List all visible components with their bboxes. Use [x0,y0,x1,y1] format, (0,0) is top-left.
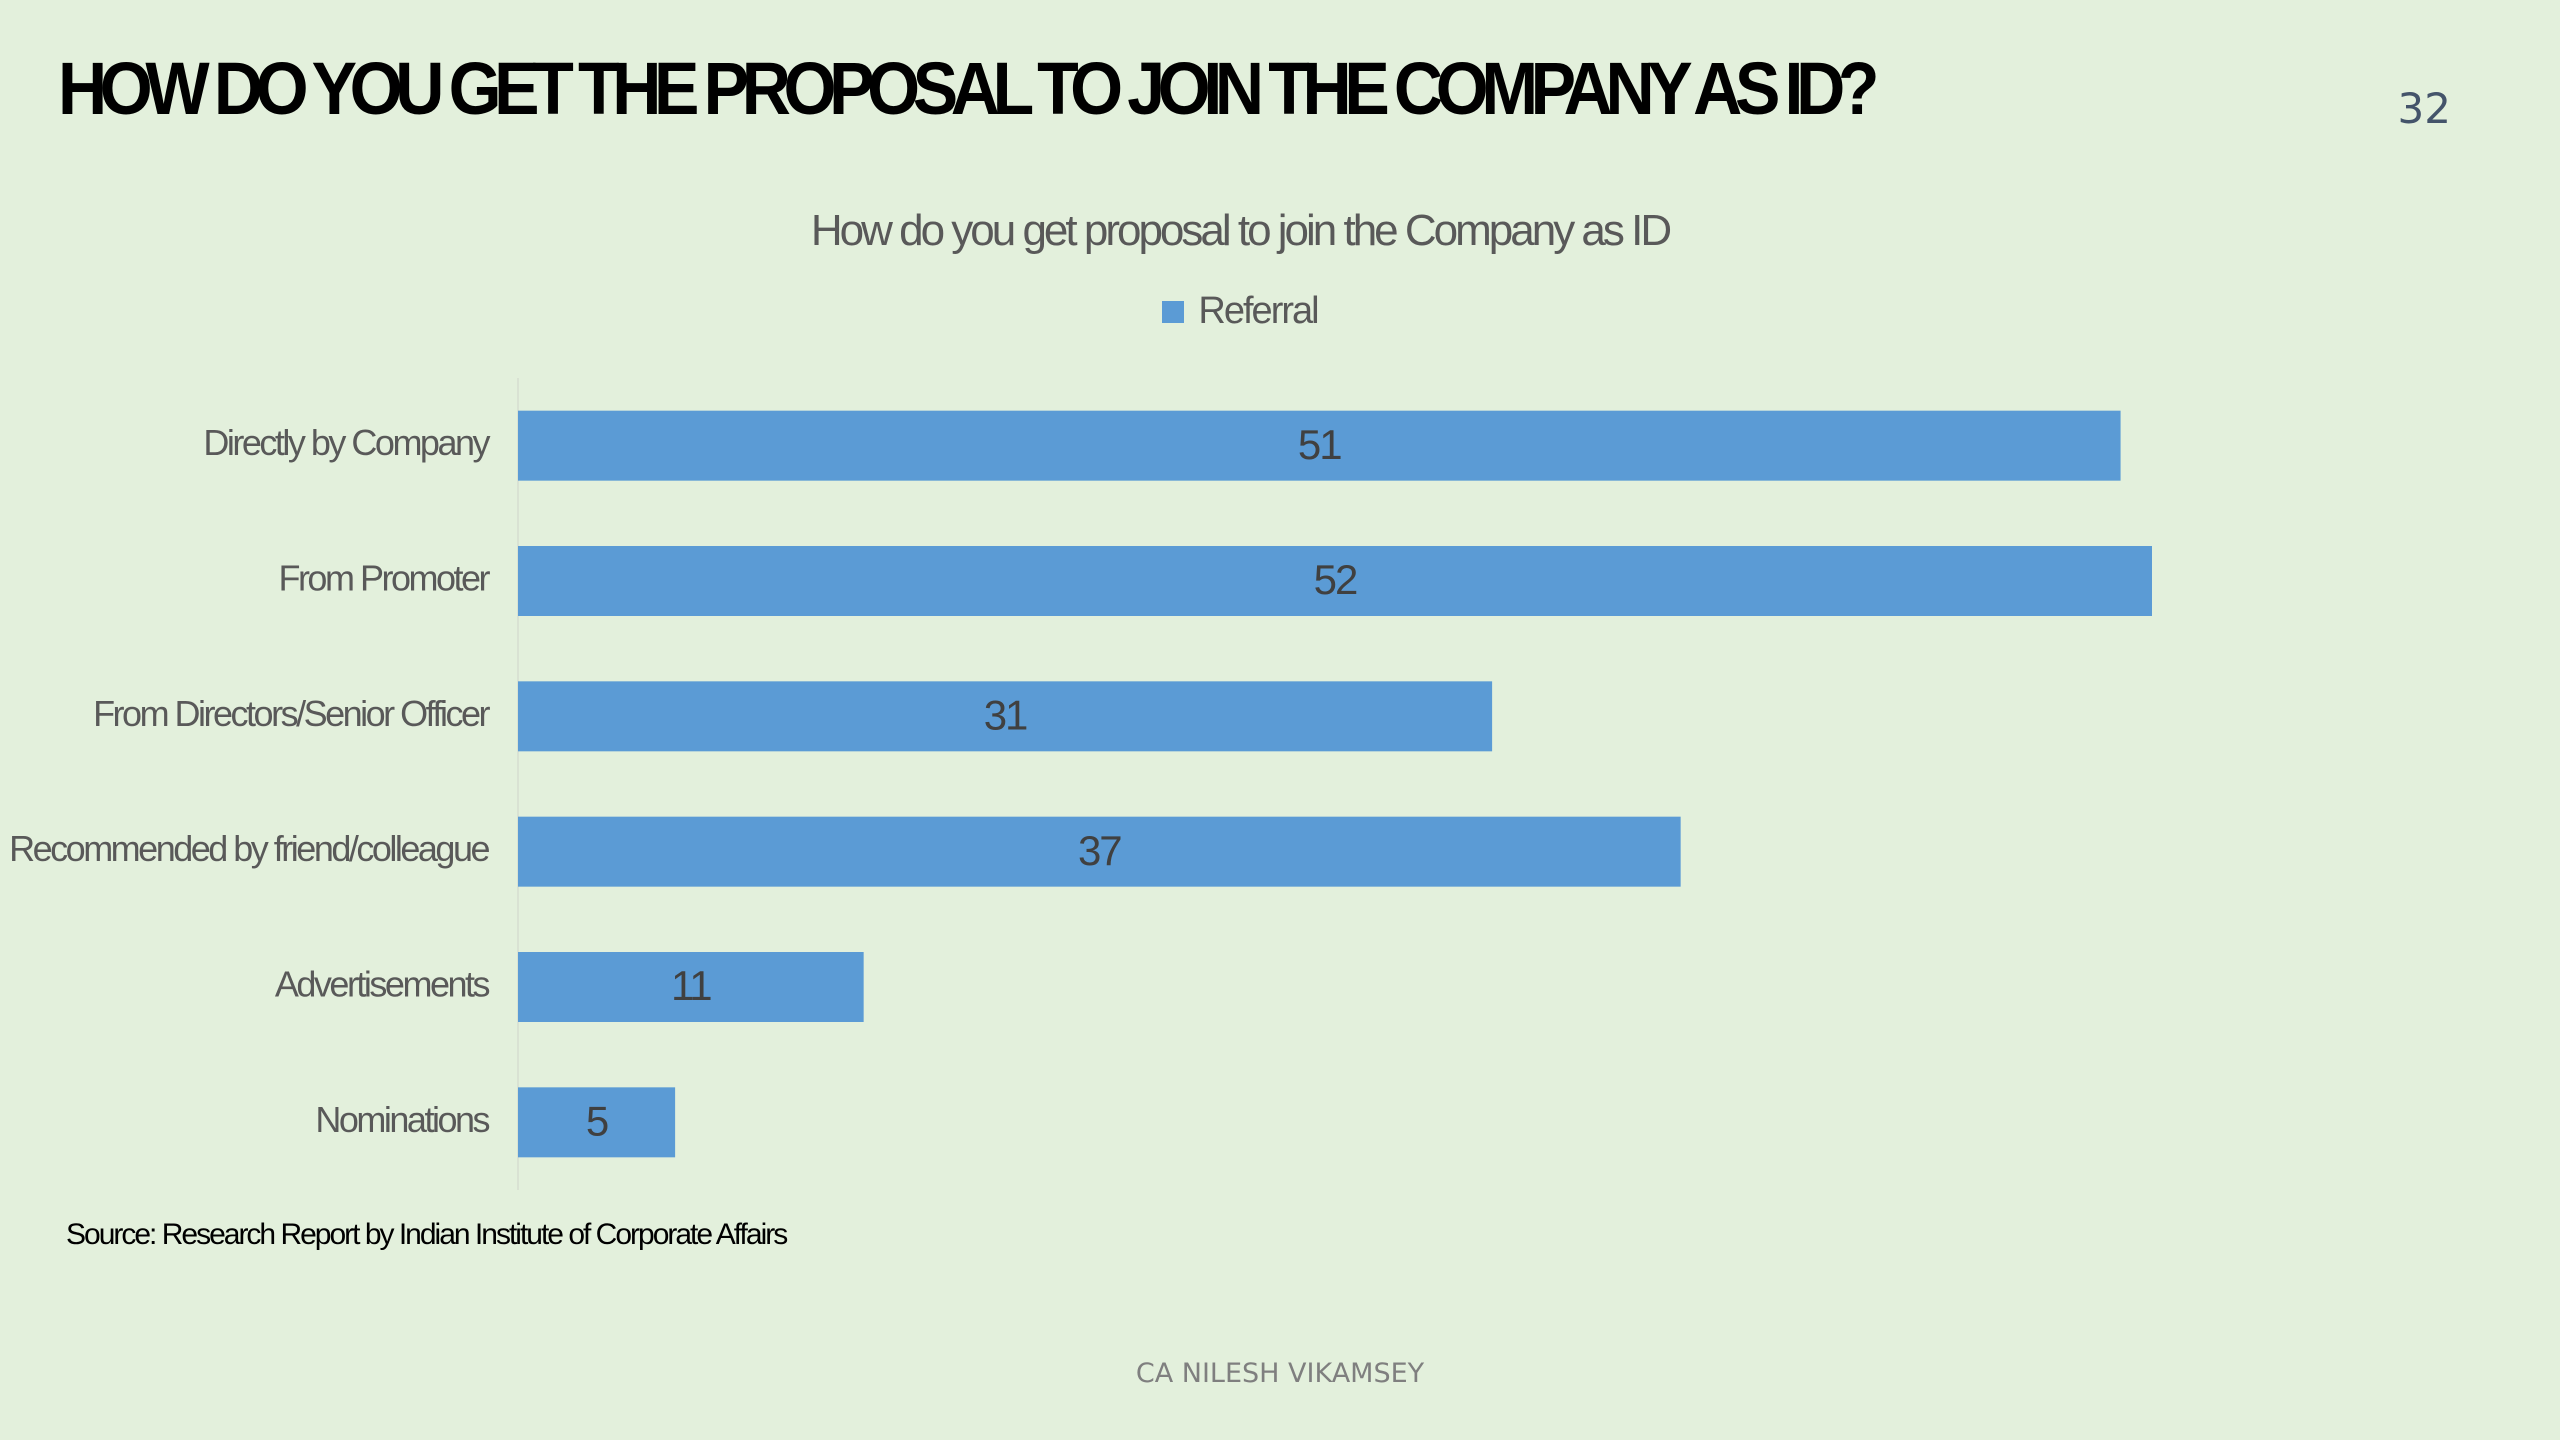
chart-title: How do you get proposal to join the Comp… [810,206,1672,255]
bar-0 [518,410,2121,481]
chart-legend: Referral [0,290,2480,333]
bar-3 [518,816,1681,887]
slide-title: HOW DO YOU GET THE PROPOSAL TO JOIN THE … [58,47,1879,130]
category-label-5: Nominations [315,1099,489,1140]
data-label-5: 5 [586,1097,608,1144]
category-label-2: From Directors/Senior Officer [93,693,490,734]
legend-swatch [1162,300,1185,323]
category-label-4: Advertisements [275,964,490,1005]
category-label-1: From Promoter [278,558,490,599]
source-note: Source: Research Report by Indian Instit… [66,1218,788,1251]
bar-5 [518,1087,676,1158]
bar-2 [518,681,1493,752]
page-number: 32 [2397,84,2451,133]
footer-text: CA NILESH VIKAMSEY [1135,1358,1425,1389]
category-label-0: Directly by Company [203,422,490,463]
data-label-4: 11 [671,962,711,1009]
bar-4 [518,952,864,1022]
data-label-3: 37 [1078,827,1121,874]
data-label-0: 51 [1298,421,1341,468]
category-label-3: Recommended by friend/colleague [9,828,489,869]
legend-label: Referral [1198,290,1319,332]
bar-chart: Directly by Company 51 From Promoter 52 From… [9,378,2152,1190]
data-label-1: 52 [1314,556,1357,603]
data-label-2: 31 [984,691,1027,738]
bar-1 [518,546,2152,616]
